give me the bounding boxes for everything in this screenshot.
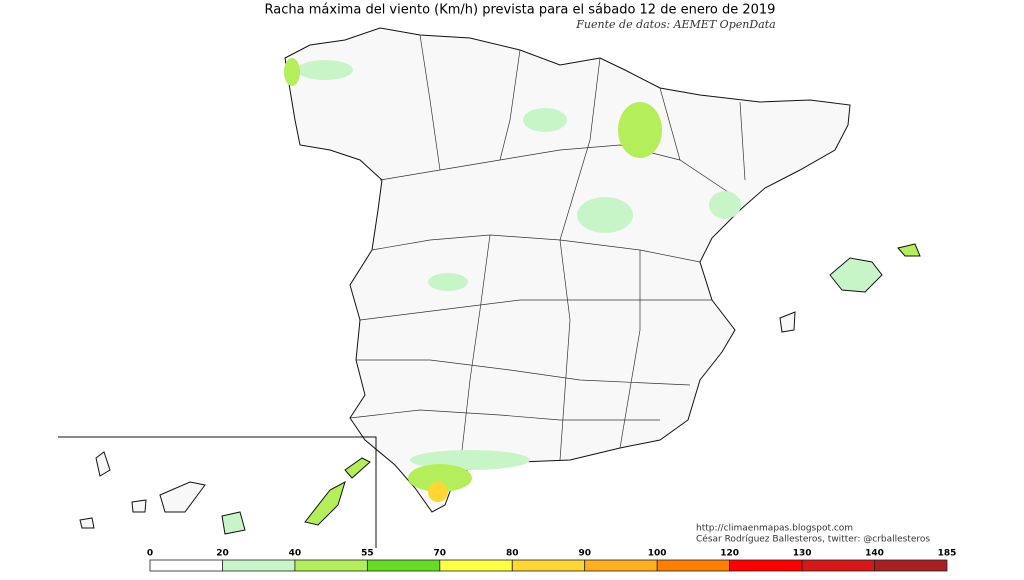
credit-url: http://climaenmapas.blogspot.com — [696, 524, 853, 534]
legend-swatch — [729, 559, 803, 572]
legend-swatch — [149, 559, 223, 572]
peninsula — [284, 27, 851, 513]
legend-tick-label: 185 — [938, 549, 957, 559]
legend-tick-label: 55 — [361, 549, 374, 559]
legend-swatch — [439, 559, 513, 572]
canary-inset — [58, 436, 377, 548]
credit-author: César Rodríguez Ballesteros, twitter: @c… — [696, 534, 930, 545]
legend-tick-label: 100 — [648, 549, 667, 559]
legend-tick-label: 130 — [793, 549, 812, 559]
legend-tick-label: 20 — [216, 549, 229, 559]
legend-swatch — [366, 559, 441, 572]
subtitle: Fuente de datos: AEMET OpenData — [575, 18, 775, 31]
legend-tick-label: 80 — [506, 549, 519, 559]
legend-swatch — [801, 559, 875, 572]
legend-tick-label: 90 — [578, 549, 591, 559]
legend-swatch — [656, 559, 731, 572]
legend-tick-label: 0 — [147, 549, 153, 559]
balearic-islands — [779, 243, 921, 333]
title: Racha máxima del viento (Km/h) prevista … — [265, 3, 776, 18]
legend-tick-label: 120 — [720, 549, 739, 559]
legend-tick-label: 40 — [289, 549, 302, 559]
legend-tick-label: 140 — [865, 549, 884, 559]
legend-swatch — [584, 559, 658, 572]
legend: 0 20 40 55 70 80 90 100 120 130 140 185 — [147, 549, 957, 572]
legend-swatch — [874, 559, 948, 572]
legend-tick-label: 70 — [434, 549, 447, 559]
legend-swatch — [511, 559, 586, 572]
legend-swatch — [222, 559, 296, 572]
legend-swatch — [294, 559, 368, 572]
